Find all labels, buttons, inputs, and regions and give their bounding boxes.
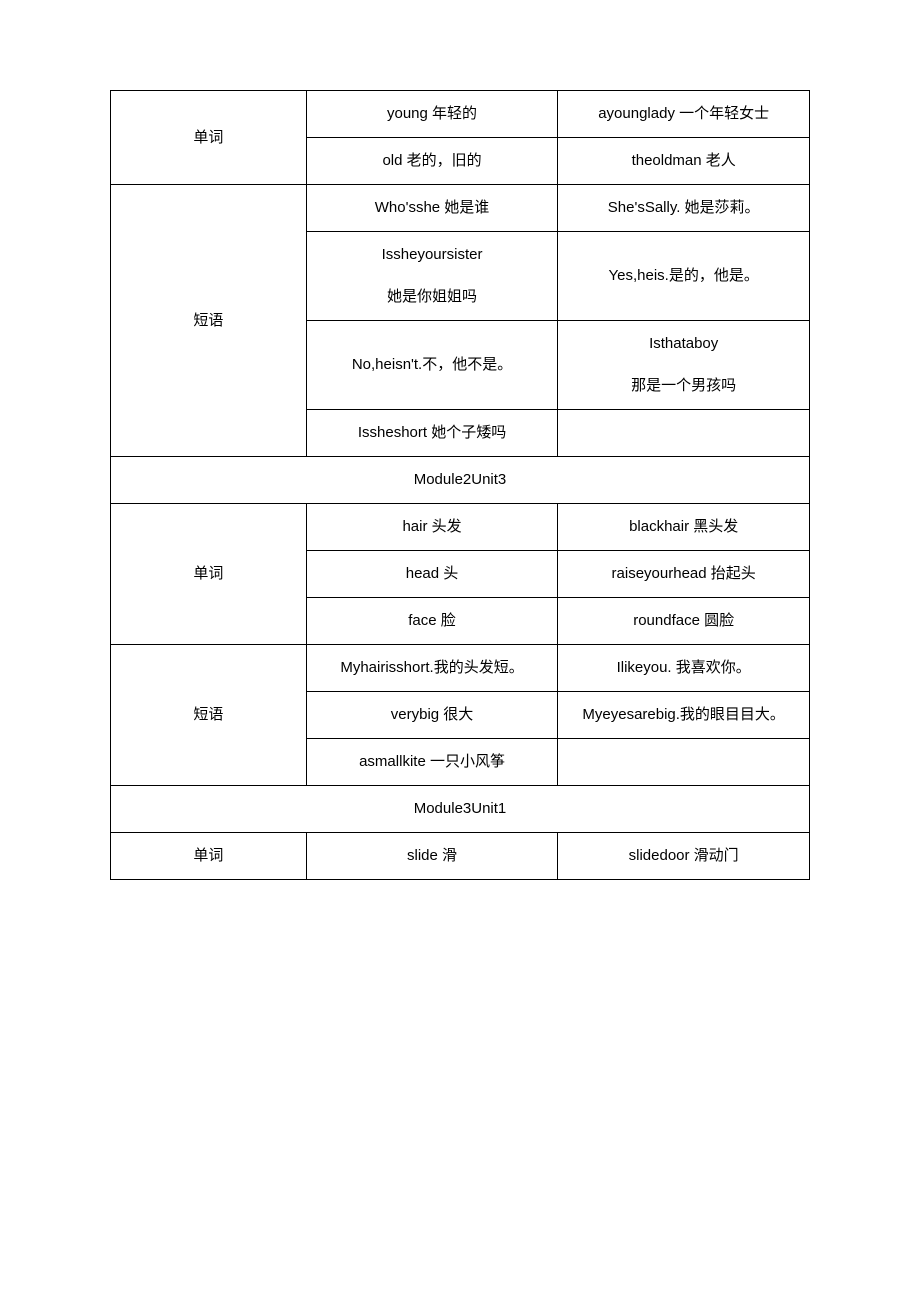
cell-word: face 脸 [306,598,558,645]
table-row: 单词 hair 头发 blackhair 黑头发 [111,504,810,551]
cell-example: slidedoor 滑动门 [558,833,810,880]
cell-word: Myhairisshort.我的头发短。 [306,645,558,692]
group-label: 短语 [111,185,307,457]
cell-word: Issheshort 她个子矮吗 [306,410,558,457]
table-row: 短语 Myhairisshort.我的头发短。 Ilikeyou. 我喜欢你。 [111,645,810,692]
table-row: 短语 Who'sshe 她是谁 She'sSally. 她是莎莉。 [111,185,810,232]
section-header: Module3Unit1 [111,786,810,833]
cell-word: head 头 [306,551,558,598]
cell-example: theoldman 老人 [558,138,810,185]
cell-word: old 老的，旧的 [306,138,558,185]
cell-word: asmallkite 一只小风筝 [306,739,558,786]
table-row-header: Module3Unit1 [111,786,810,833]
group-label: 单词 [111,91,307,185]
group-label: 单词 [111,833,307,880]
cell-word: slide 滑 [306,833,558,880]
cell-example: Yes,heis.是的，他是。 [558,232,810,321]
cell-example: Ilikeyou. 我喜欢你。 [558,645,810,692]
cell-word: Who'sshe 她是谁 [306,185,558,232]
cell-example: Isthataboy那是一个男孩吗 [558,321,810,410]
section-header: Module2Unit3 [111,457,810,504]
cell-example [558,410,810,457]
cell-word: Issheyoursister她是你姐姐吗 [306,232,558,321]
cell-example: blackhair 黑头发 [558,504,810,551]
cell-example: She'sSally. 她是莎莉。 [558,185,810,232]
cell-example: raiseyourhead 抬起头 [558,551,810,598]
cell-example [558,739,810,786]
cell-example: Myeyesarebig.我的眼目目大。 [558,692,810,739]
page: 单词 young 年轻的 ayounglady 一个年轻女士 old 老的，旧的… [0,0,920,940]
table-row: 单词 young 年轻的 ayounglady 一个年轻女士 [111,91,810,138]
cell-example: roundface 圆脸 [558,598,810,645]
cell-word: young 年轻的 [306,91,558,138]
cell-word: No,heisn't.不，他不是。 [306,321,558,410]
cell-example: ayounglady 一个年轻女士 [558,91,810,138]
cell-word: hair 头发 [306,504,558,551]
table-row-header: Module2Unit3 [111,457,810,504]
group-label: 单词 [111,504,307,645]
table-row: 单词 slide 滑 slidedoor 滑动门 [111,833,810,880]
cell-word: verybig 很大 [306,692,558,739]
group-label: 短语 [111,645,307,786]
vocab-table: 单词 young 年轻的 ayounglady 一个年轻女士 old 老的，旧的… [110,90,810,880]
